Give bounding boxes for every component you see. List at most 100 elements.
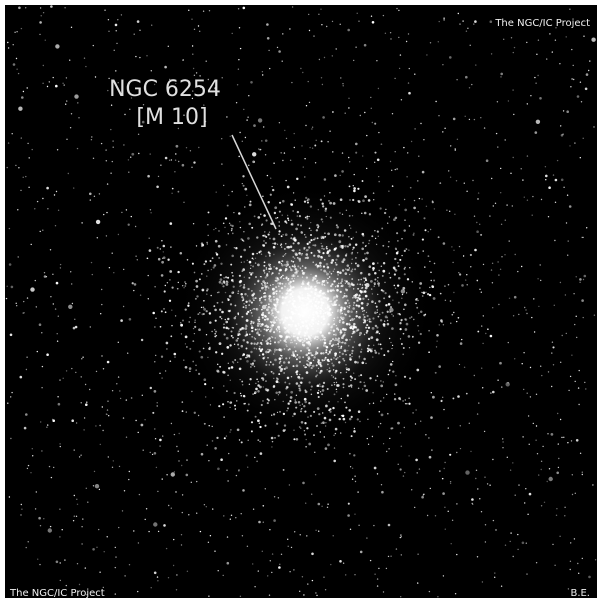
star [322, 265, 326, 268]
star [285, 179, 287, 182]
star [255, 276, 257, 278]
star [115, 556, 117, 558]
star [358, 297, 362, 301]
star [371, 348, 373, 350]
star [41, 387, 43, 389]
star [153, 452, 157, 455]
star [367, 337, 371, 341]
star [492, 205, 494, 207]
star [41, 332, 43, 334]
star [305, 366, 308, 368]
star [166, 348, 168, 350]
star [296, 256, 299, 259]
star [231, 232, 234, 235]
star [339, 212, 341, 214]
star [148, 237, 150, 239]
star [137, 133, 140, 135]
star [337, 345, 340, 348]
star [282, 321, 285, 324]
star [273, 242, 277, 245]
star [374, 351, 378, 354]
star [322, 252, 325, 255]
star [144, 518, 146, 521]
star [271, 336, 274, 339]
star [301, 252, 303, 255]
star [400, 554, 402, 556]
star [442, 131, 444, 133]
star [153, 522, 158, 527]
star [248, 203, 252, 207]
star [198, 372, 201, 375]
star [348, 214, 351, 217]
star [299, 534, 301, 536]
star [486, 483, 489, 485]
star [584, 87, 588, 91]
star [316, 374, 319, 376]
star [59, 379, 61, 381]
star [102, 368, 105, 370]
star [547, 216, 550, 218]
star [279, 296, 281, 299]
star [340, 313, 342, 315]
star [535, 82, 537, 84]
star [81, 222, 83, 224]
star [188, 9, 190, 11]
star [269, 267, 272, 271]
star [170, 246, 172, 248]
star [348, 107, 350, 109]
star [406, 176, 408, 178]
star [408, 455, 410, 457]
star [207, 541, 210, 543]
star [280, 364, 283, 367]
star [290, 203, 294, 206]
star [396, 7, 398, 10]
star [184, 285, 187, 287]
star [291, 6, 294, 8]
star [222, 574, 224, 577]
star [434, 371, 437, 374]
star [189, 150, 192, 152]
star [429, 42, 432, 44]
star [394, 287, 397, 290]
star [483, 127, 486, 129]
star [523, 388, 525, 391]
star [230, 334, 233, 337]
star [268, 295, 271, 299]
star [340, 282, 342, 285]
star [330, 369, 332, 372]
star [235, 102, 238, 104]
star [471, 83, 473, 86]
star [240, 441, 243, 444]
star [11, 391, 13, 394]
star [181, 464, 183, 467]
star [295, 438, 299, 441]
star [341, 352, 344, 356]
star [571, 78, 573, 80]
star [459, 447, 462, 450]
star [307, 358, 310, 360]
star [351, 318, 354, 321]
star [298, 387, 300, 389]
star [391, 344, 394, 347]
star [146, 257, 149, 260]
star [270, 177, 272, 179]
star [336, 296, 339, 298]
star [415, 298, 418, 301]
star [278, 269, 281, 272]
star [184, 281, 186, 283]
star [268, 303, 270, 305]
star [442, 492, 445, 495]
star [306, 332, 308, 334]
star [290, 260, 293, 262]
star [108, 30, 110, 32]
star [343, 359, 346, 362]
star [107, 400, 109, 402]
star [271, 272, 273, 274]
star [571, 48, 573, 51]
star [271, 446, 273, 448]
star [43, 272, 46, 274]
star [237, 8, 240, 10]
star [339, 310, 342, 314]
star [241, 270, 244, 273]
star [261, 308, 263, 311]
